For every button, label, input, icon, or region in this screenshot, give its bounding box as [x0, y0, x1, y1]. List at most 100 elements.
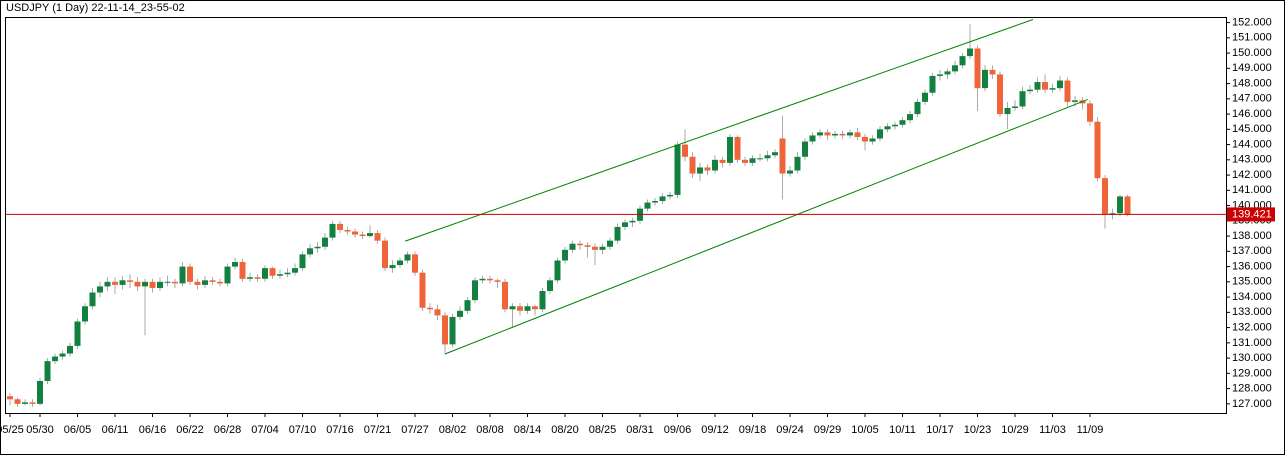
- candle-body: [157, 281, 163, 288]
- candle-body: [944, 71, 951, 75]
- candle-body: [119, 280, 126, 285]
- candle-body: [697, 167, 703, 174]
- candle-body: [764, 155, 771, 159]
- candle-body: [142, 281, 148, 287]
- y-tick-label: 141.000: [1232, 184, 1272, 196]
- y-tick-label: 135.000: [1232, 276, 1272, 288]
- candle-body: [502, 281, 508, 310]
- y-tick-label: 148.000: [1232, 77, 1272, 89]
- candle-body: [719, 159, 726, 163]
- candle-body: [127, 280, 133, 282]
- x-tick-label: 11/03: [1039, 424, 1066, 436]
- x-tick-label: 06/28: [214, 424, 242, 436]
- candle-body: [1042, 82, 1048, 90]
- candle-body: [1064, 80, 1071, 102]
- candle-body: [562, 249, 568, 261]
- candle-body: [839, 133, 846, 136]
- candle-body: [434, 309, 441, 316]
- y-tick-label: 137.000: [1232, 245, 1272, 257]
- candle-body: [1027, 89, 1033, 92]
- candle-body: [659, 196, 666, 202]
- y-tick-label: 136.000: [1232, 260, 1272, 272]
- x-tick-label: 07/27: [401, 424, 429, 436]
- candle-body: [1087, 103, 1093, 122]
- candle-body: [472, 280, 478, 301]
- candle-body: [314, 246, 321, 249]
- candle-body: [899, 120, 906, 125]
- candle-body: [172, 281, 178, 284]
- candle-body: [734, 136, 741, 160]
- candle-body: [37, 380, 43, 404]
- candle-body: [187, 266, 193, 282]
- candle-body: [239, 262, 246, 279]
- candle-body: [359, 234, 366, 237]
- candle-body: [367, 233, 373, 237]
- candle-body: [112, 281, 118, 285]
- x-tick-label: 09/24: [776, 424, 804, 436]
- candle-body: [1072, 100, 1078, 102]
- candle-body: [494, 280, 501, 282]
- candle-body: [337, 223, 343, 230]
- candle-body: [352, 231, 358, 235]
- trendline: [405, 19, 1034, 242]
- candle-body: [892, 124, 898, 127]
- y-tick-label: 144.000: [1232, 138, 1272, 150]
- candle-body: [262, 268, 268, 279]
- x-tick-label: 06/05: [64, 424, 92, 436]
- candle-body: [382, 240, 388, 269]
- candle-body: [989, 69, 996, 75]
- candle-body: [247, 277, 253, 279]
- candle-body: [52, 356, 58, 362]
- candle-body: [292, 268, 298, 273]
- x-tick-label: 10/05: [851, 424, 879, 436]
- candle-body: [232, 262, 238, 267]
- candle-body: [1057, 80, 1063, 89]
- x-tick-label: 10/23: [964, 424, 992, 436]
- candle-body: [794, 156, 801, 171]
- y-tick-label: 142.000: [1232, 169, 1272, 181]
- candle-body: [922, 92, 928, 102]
- candle-body: [224, 266, 231, 284]
- chart-title: USDJPY (1 Day) 22-11-14_23-55-02: [6, 2, 185, 14]
- candle-body: [427, 307, 433, 310]
- candle-body: [577, 243, 583, 246]
- candle-body: [674, 144, 681, 195]
- candle-body: [269, 268, 276, 276]
- y-tick-label: 147.000: [1232, 93, 1272, 105]
- candle-body: [104, 281, 111, 287]
- x-tick-label: 08/25: [589, 424, 617, 436]
- last-price-box: [1227, 207, 1275, 222]
- x-tick-label: 08/20: [551, 424, 579, 436]
- candle-body: [929, 75, 936, 93]
- candle-body: [817, 132, 823, 136]
- y-tick-label: 145.000: [1232, 123, 1272, 135]
- candle-body: [884, 126, 891, 130]
- y-tick-label: 149.000: [1232, 62, 1272, 74]
- candle-body: [344, 229, 351, 232]
- candle-body: [982, 69, 988, 89]
- x-tick-label: 10/11: [889, 424, 916, 436]
- y-tick-label: 146.000: [1232, 108, 1272, 120]
- candle-body: [757, 158, 763, 160]
- candle-body: [974, 48, 981, 89]
- candle-body: [509, 306, 516, 310]
- candle-body: [952, 65, 958, 72]
- candle-body: [1034, 82, 1041, 90]
- candle-body: [322, 237, 328, 247]
- candle-body: [14, 399, 21, 404]
- candle-body: [22, 402, 28, 404]
- candle-body: [809, 135, 816, 142]
- candle-body: [487, 278, 493, 281]
- candle-body: [1004, 107, 1011, 115]
- candle-body: [689, 156, 696, 174]
- x-tick-label: 08/08: [476, 424, 504, 436]
- candle-body: [824, 132, 831, 136]
- candle-body: [397, 260, 403, 266]
- candle-body: [202, 280, 208, 285]
- x-tick-label: 11/09: [1077, 424, 1104, 436]
- y-tick-label: 150.000: [1232, 47, 1272, 59]
- candle-body: [1094, 121, 1101, 179]
- candle-body: [1012, 106, 1018, 108]
- y-tick-label: 131.000: [1232, 337, 1272, 349]
